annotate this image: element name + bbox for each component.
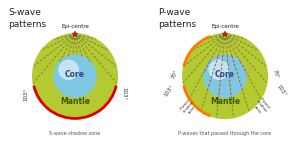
Text: 103°: 103° xyxy=(23,87,28,101)
Text: Mantle: Mantle xyxy=(60,97,90,106)
Circle shape xyxy=(54,55,96,97)
Text: P-wave
shadow
zone: P-wave shadow zone xyxy=(251,97,271,117)
Text: 70°: 70° xyxy=(170,69,178,80)
Circle shape xyxy=(204,55,246,97)
Text: S-wave
patterns: S-wave patterns xyxy=(8,8,46,29)
Text: 103°: 103° xyxy=(122,87,127,101)
Circle shape xyxy=(183,34,267,118)
Text: P-waves that passed through the core: P-waves that passed through the core xyxy=(178,131,272,136)
Text: 103°: 103° xyxy=(275,84,287,98)
Text: Mantle: Mantle xyxy=(210,97,240,106)
Text: S-wave shadow zone: S-wave shadow zone xyxy=(50,131,100,136)
Circle shape xyxy=(33,34,117,118)
Text: Core: Core xyxy=(65,70,85,79)
Text: P-wave
shadow
zone: P-wave shadow zone xyxy=(179,97,199,117)
Circle shape xyxy=(209,60,228,79)
Circle shape xyxy=(59,60,78,79)
Text: Epi-centre: Epi-centre xyxy=(61,24,89,29)
Text: Epi-centre: Epi-centre xyxy=(211,24,239,29)
Text: 103°: 103° xyxy=(163,84,175,98)
Text: P-wave
patterns: P-wave patterns xyxy=(158,8,196,29)
Text: 70°: 70° xyxy=(272,69,280,80)
Text: Core: Core xyxy=(215,70,235,79)
